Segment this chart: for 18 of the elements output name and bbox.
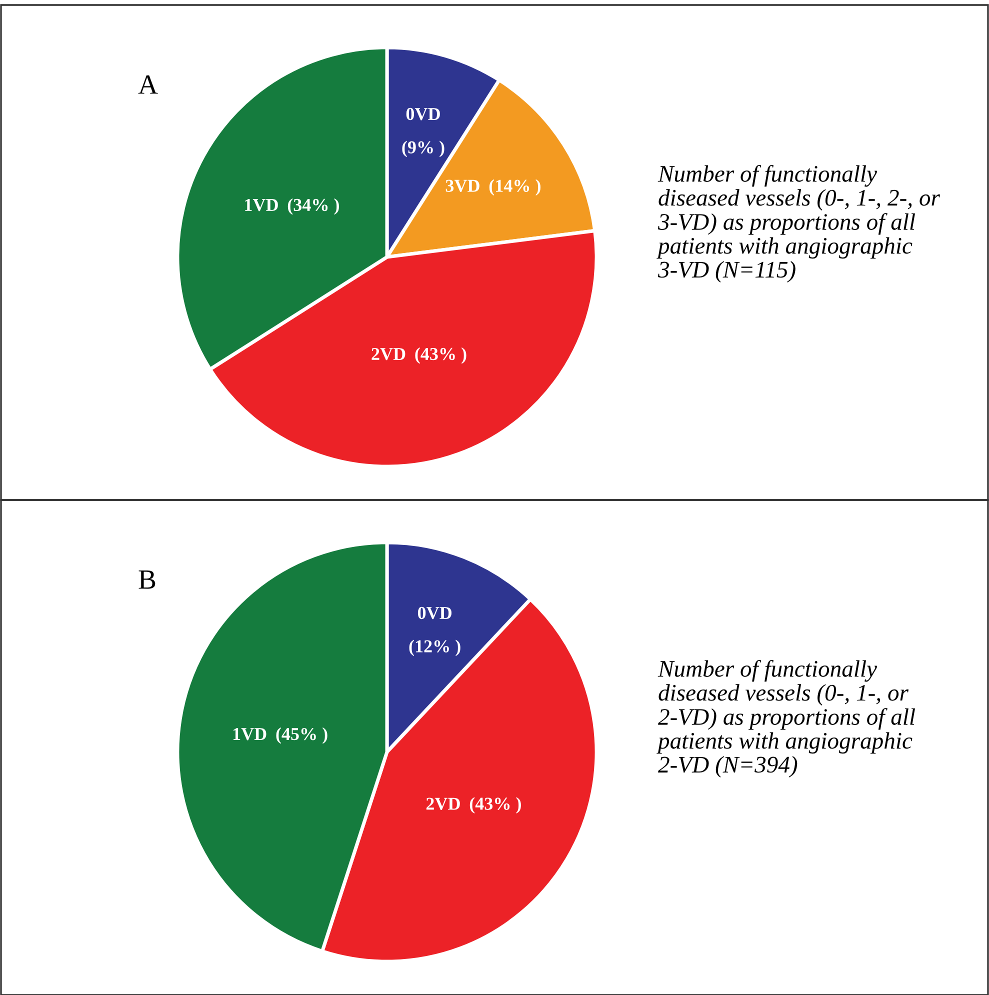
slice-label: 1VD [233,728,266,740]
slice-label: 0VD [406,108,440,120]
text: Number of functionally diseased vessels (0-, 1-, or 2-VD) as proportions of all patients with angiographic 2-VD (N=394) [656,660,916,778]
data-label: (45% ) [276,727,328,744]
slice-label: 3VD [446,180,480,192]
data-label: (14% ) [489,179,540,196]
data-label: (43% ) [470,797,521,814]
text: A [138,75,158,94]
data-label: (9% ) [402,140,444,158]
text: Number of functionally diseased vessels (0-, 1-, 2-, or 3-VD) as proportions of all patients with angiographic 3-VD (N=115) [656,165,940,282]
slice-label: 1VD [245,198,278,212]
text: B [138,570,156,589]
data-label: (43% ) [415,347,466,364]
slice-label: 0VD [418,606,452,620]
slice-label: 2VD [426,798,460,810]
data-label: (12% ) [409,640,460,656]
data-label: (34% ) [288,198,339,215]
slice-label: 2VD [372,348,406,360]
